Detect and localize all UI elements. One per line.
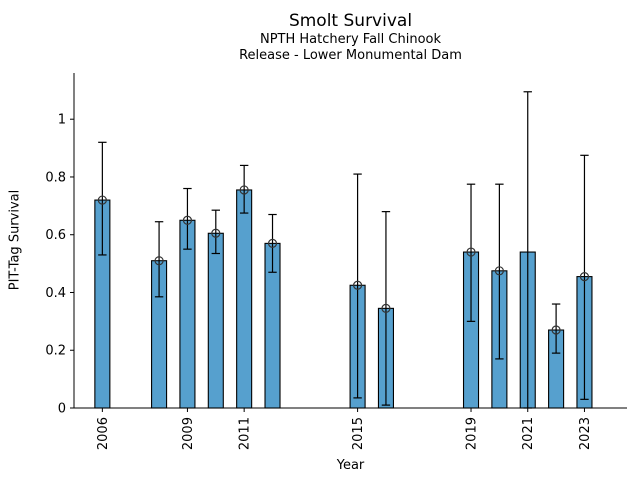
x-tick-label: 2019 [464,417,479,450]
y-tick-label: 0.6 [45,228,66,243]
point-marker-2015 [352,280,363,290]
y-axis-label: PIT-Tag Survival [7,189,23,291]
x-tick-label: 2011 [238,417,253,450]
x-tick-label: 2021 [521,417,536,450]
point-marker-2008 [154,256,164,266]
point-marker-2009 [182,215,193,225]
bar-2011 [236,189,253,409]
chart-subtitle-1: NPTH Hatchery Fall Chinook [259,32,442,47]
chart-subtitle-2: Release - Lower Monumental Dam [239,48,462,63]
bar-2010 [207,232,224,409]
y-tick-label: 0.2 [45,344,66,359]
y-tick-label: 0 [58,401,66,416]
point-marker-2010 [211,228,221,238]
point-marker-2019 [466,247,476,257]
y-tick-label: 0.4 [45,286,66,301]
page-title: Smolt Survival [288,11,413,31]
x-tick-label: 2009 [181,417,196,450]
point-marker-2011 [239,185,249,195]
x-tick-label: 2023 [578,417,593,450]
point-marker-2006 [97,195,107,205]
point-marker-2016 [381,303,391,313]
x-tick-label: 2015 [351,417,366,450]
point-marker-2022 [551,325,561,335]
y-tick-label: 1 [58,113,66,128]
point-marker-2012 [267,238,278,248]
y-tick-label: 0.8 [45,170,66,185]
point-marker-2020 [494,266,504,276]
x-axis-label: Year [336,458,365,473]
point-marker-2023 [579,271,590,282]
x-tick-label: 2006 [96,417,111,450]
